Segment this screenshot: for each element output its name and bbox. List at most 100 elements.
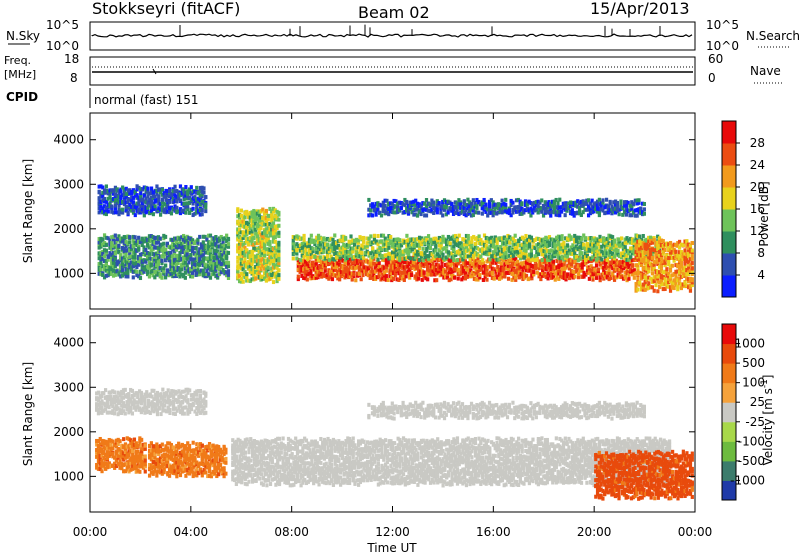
data-cell [542, 249, 546, 254]
data-cell [236, 246, 240, 251]
data-cell [504, 242, 508, 247]
data-cell [592, 209, 596, 214]
data-cell [186, 201, 190, 206]
data-cell [366, 259, 370, 264]
data-cell [559, 209, 564, 214]
data-cell [298, 264, 302, 269]
data-cell [187, 271, 191, 276]
data-cell [266, 241, 270, 246]
data-cell [464, 254, 469, 259]
data-cell [455, 250, 460, 255]
data-cell [659, 238, 664, 243]
data-cell [529, 201, 533, 206]
data-cell [517, 268, 521, 273]
data-cell [223, 270, 227, 275]
data-cell [478, 275, 482, 280]
data-cell [307, 264, 311, 269]
data-cell [368, 275, 372, 280]
data-cell [549, 204, 553, 209]
data-cell [488, 239, 492, 244]
data-cell [551, 237, 555, 242]
data-cell [351, 240, 355, 245]
data-cell [208, 241, 213, 246]
data-cell [119, 263, 123, 268]
data-cell [255, 271, 260, 276]
data-cell [632, 275, 636, 280]
data-cell [243, 249, 247, 254]
data-cell [336, 239, 340, 244]
data-cell [479, 238, 483, 243]
data-cell [627, 238, 631, 243]
data-cell [194, 246, 198, 251]
data-cell [158, 212, 163, 217]
data-cell [491, 250, 496, 255]
data-cell [97, 267, 101, 272]
data-cell [607, 277, 611, 282]
data-cell [316, 236, 321, 241]
data-cell [445, 242, 449, 247]
data-cell [486, 239, 490, 244]
data-cell [459, 243, 463, 248]
data-cell [454, 242, 458, 247]
data-cell [642, 202, 646, 207]
data-cell [641, 272, 645, 277]
data-cell [369, 257, 373, 262]
data-cell [293, 249, 297, 254]
data-cell [433, 206, 438, 211]
data-cell [484, 250, 488, 255]
data-cell [476, 256, 480, 261]
data-cell [246, 236, 251, 241]
data-cell [133, 255, 137, 260]
cpid-panel: CPID normal (fast) 151 [6, 88, 198, 108]
data-cell [373, 277, 378, 282]
data-cell [410, 200, 414, 205]
data-cell [303, 259, 308, 264]
data-cell [330, 263, 335, 268]
data-cell [379, 277, 383, 282]
data-cell [442, 207, 447, 212]
data-cell [591, 247, 595, 252]
data-cell [379, 203, 384, 208]
data-cell [106, 202, 110, 207]
data-cell [437, 248, 442, 253]
data-cell [478, 260, 482, 265]
data-cell [545, 205, 549, 210]
data-cell [311, 263, 315, 268]
data-cell [652, 238, 656, 243]
data-cell [243, 259, 247, 264]
data-cell [271, 221, 276, 226]
data-cell [373, 274, 378, 279]
data-cell [262, 258, 267, 263]
data-cell [654, 244, 658, 249]
data-cell [546, 271, 550, 276]
data-cell [522, 236, 526, 241]
data-cell [406, 260, 410, 265]
data-cell [203, 234, 207, 239]
data-cell [417, 257, 422, 262]
data-cell [236, 249, 240, 254]
data-cell [104, 184, 108, 189]
data-cell [277, 252, 281, 257]
data-cell [604, 197, 609, 202]
data-cell [612, 267, 617, 272]
data-cell [181, 233, 186, 238]
data-cell [176, 267, 180, 272]
data-cell [598, 234, 602, 239]
data-cell [189, 191, 193, 196]
data-cell [607, 233, 611, 238]
data-cell [498, 202, 502, 207]
data-cell [181, 272, 186, 277]
data-cell [270, 230, 274, 235]
data-cell [277, 217, 281, 222]
data-cell [360, 246, 364, 251]
data-cell [184, 196, 188, 201]
data-cell [365, 243, 369, 248]
data-cell [469, 207, 474, 212]
data-cell [518, 211, 522, 216]
data-cell [207, 246, 211, 251]
data-cell [338, 277, 342, 282]
data-cell [139, 204, 143, 209]
data-cell [128, 191, 132, 196]
data-cell [421, 208, 425, 213]
data-cell [334, 253, 339, 258]
